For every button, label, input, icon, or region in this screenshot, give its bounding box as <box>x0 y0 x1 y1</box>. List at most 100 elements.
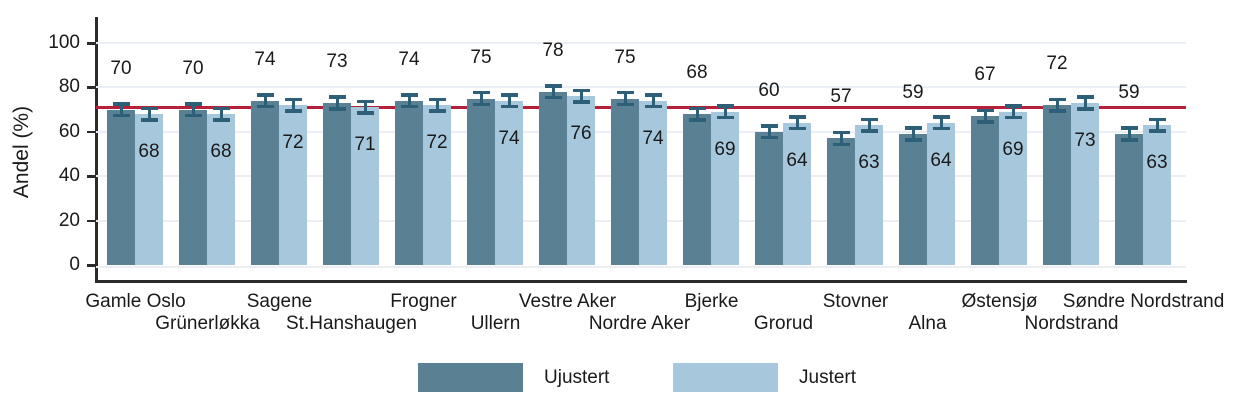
y-tick-mark <box>87 42 96 45</box>
error-bar-part <box>932 126 950 131</box>
error-bar-part <box>760 124 778 128</box>
error-bar <box>428 97 446 113</box>
x-axis-label: Bjerke <box>684 291 739 312</box>
error-bar-part <box>623 91 627 106</box>
bar-justert <box>783 122 811 265</box>
x-axis-label: Alna <box>908 313 947 334</box>
error-bar-part <box>983 109 987 123</box>
bar-group: 67 69 <box>971 17 1028 265</box>
bar-ujustert <box>251 100 279 265</box>
bar-ujustert <box>683 114 711 265</box>
error-bar-part <box>291 98 295 112</box>
error-bar-part <box>112 102 130 106</box>
error-bar <box>1048 97 1066 113</box>
error-bar <box>976 108 994 124</box>
legend-label-ujustert: Ujustert <box>544 366 610 388</box>
error-bar <box>904 126 922 142</box>
bar-value-label-ujustert: 72 <box>1046 53 1068 75</box>
bar-group: 74 72 <box>251 17 308 265</box>
error-bar <box>788 115 806 131</box>
bar-group: 78 76 <box>539 17 596 265</box>
bar-value-label-ujustert: 59 <box>902 82 924 104</box>
bar-group: 59 64 <box>899 17 956 265</box>
error-bar-part <box>191 103 195 117</box>
error-bar-part <box>716 104 734 108</box>
bar-justert <box>1143 125 1171 265</box>
bar-value-label-justert: 72 <box>282 132 304 154</box>
error-bar-part <box>616 102 634 107</box>
bar-value-label-justert: 69 <box>714 138 736 160</box>
x-axis-label: Grünerløkka <box>155 313 260 334</box>
bar-justert <box>711 111 739 265</box>
bar-value-label-ujustert: 70 <box>110 57 132 79</box>
bar-group: 60 64 <box>755 17 812 265</box>
bar-group: 72 73 <box>1043 17 1100 265</box>
bar-ujustert <box>611 98 639 265</box>
y-axis-line <box>95 17 98 282</box>
error-bar-part <box>1120 126 1138 130</box>
y-tick-mark <box>87 130 96 134</box>
x-axis-label: Stovner <box>822 291 889 312</box>
error-bar-part <box>1048 109 1066 113</box>
bar-ujustert <box>107 109 135 265</box>
error-bar-part <box>976 120 994 124</box>
x-axis-label: Sagene <box>246 291 313 312</box>
error-bar-part <box>112 113 130 118</box>
bar-value-label-ujustert: 78 <box>542 39 564 61</box>
bar-value-label-ujustert: 68 <box>686 62 708 84</box>
bar-group: 73 71 <box>323 17 380 265</box>
error-bar-part <box>1148 117 1166 122</box>
error-bar-part <box>904 126 922 130</box>
bar-justert <box>927 122 955 265</box>
error-bar <box>688 106 706 122</box>
error-bar-part <box>256 104 274 109</box>
bar-ujustert <box>899 134 927 265</box>
error-bar-part <box>479 91 483 106</box>
legend-item-justert: Justert <box>673 363 856 392</box>
y-tick-label: 100 <box>48 32 80 53</box>
error-bar <box>1120 126 1138 142</box>
x-axis-label: Grorud <box>753 313 814 334</box>
bar-value-label-ujustert: 59 <box>1118 82 1140 104</box>
error-bar <box>500 93 518 109</box>
error-bar <box>356 99 374 115</box>
bar-justert <box>639 100 667 265</box>
error-bar-part <box>500 93 518 97</box>
error-bar <box>1076 95 1094 111</box>
error-bar-part <box>428 109 446 113</box>
error-bar-part <box>472 102 490 107</box>
legend-label-justert: Justert <box>799 366 857 388</box>
error-bar-part <box>644 93 662 97</box>
error-bar-part <box>976 108 994 113</box>
y-tick-label: 80 <box>58 76 80 98</box>
legend-item-ujustert: Ujustert <box>418 363 609 392</box>
bar-value-label-ujustert: 60 <box>758 79 780 101</box>
error-bar-part <box>1076 107 1094 111</box>
bar-value-label-ujustert: 70 <box>182 57 204 79</box>
bar-value-label-justert: 74 <box>498 127 520 149</box>
error-bar-part <box>911 127 915 141</box>
error-bar-part <box>716 115 734 120</box>
y-tick-label: 0 <box>69 254 80 275</box>
bar-value-label-justert: 72 <box>426 132 448 154</box>
bar-justert <box>135 114 163 265</box>
error-bar-part <box>579 89 583 103</box>
bar-ujustert <box>827 138 855 265</box>
error-bar-part <box>407 94 411 108</box>
gridline <box>96 42 1186 44</box>
error-bar-part <box>1155 118 1159 132</box>
bar-value-label-ujustert: 74 <box>254 48 276 70</box>
error-bar-part <box>428 97 446 102</box>
error-bar-part <box>544 84 562 88</box>
bar-justert <box>999 111 1027 265</box>
error-bar-part <box>356 111 374 115</box>
bar-justert <box>1071 102 1099 265</box>
error-bar <box>1148 117 1166 133</box>
x-axis-label: Søndre Nordstrand <box>1062 291 1225 312</box>
error-bar-part <box>904 138 922 142</box>
error-bar-part <box>932 115 950 119</box>
y-tick-label: 60 <box>58 120 80 142</box>
error-bar-part <box>839 131 843 146</box>
error-bar-part <box>400 104 418 109</box>
y-tick-label: 20 <box>58 209 80 231</box>
